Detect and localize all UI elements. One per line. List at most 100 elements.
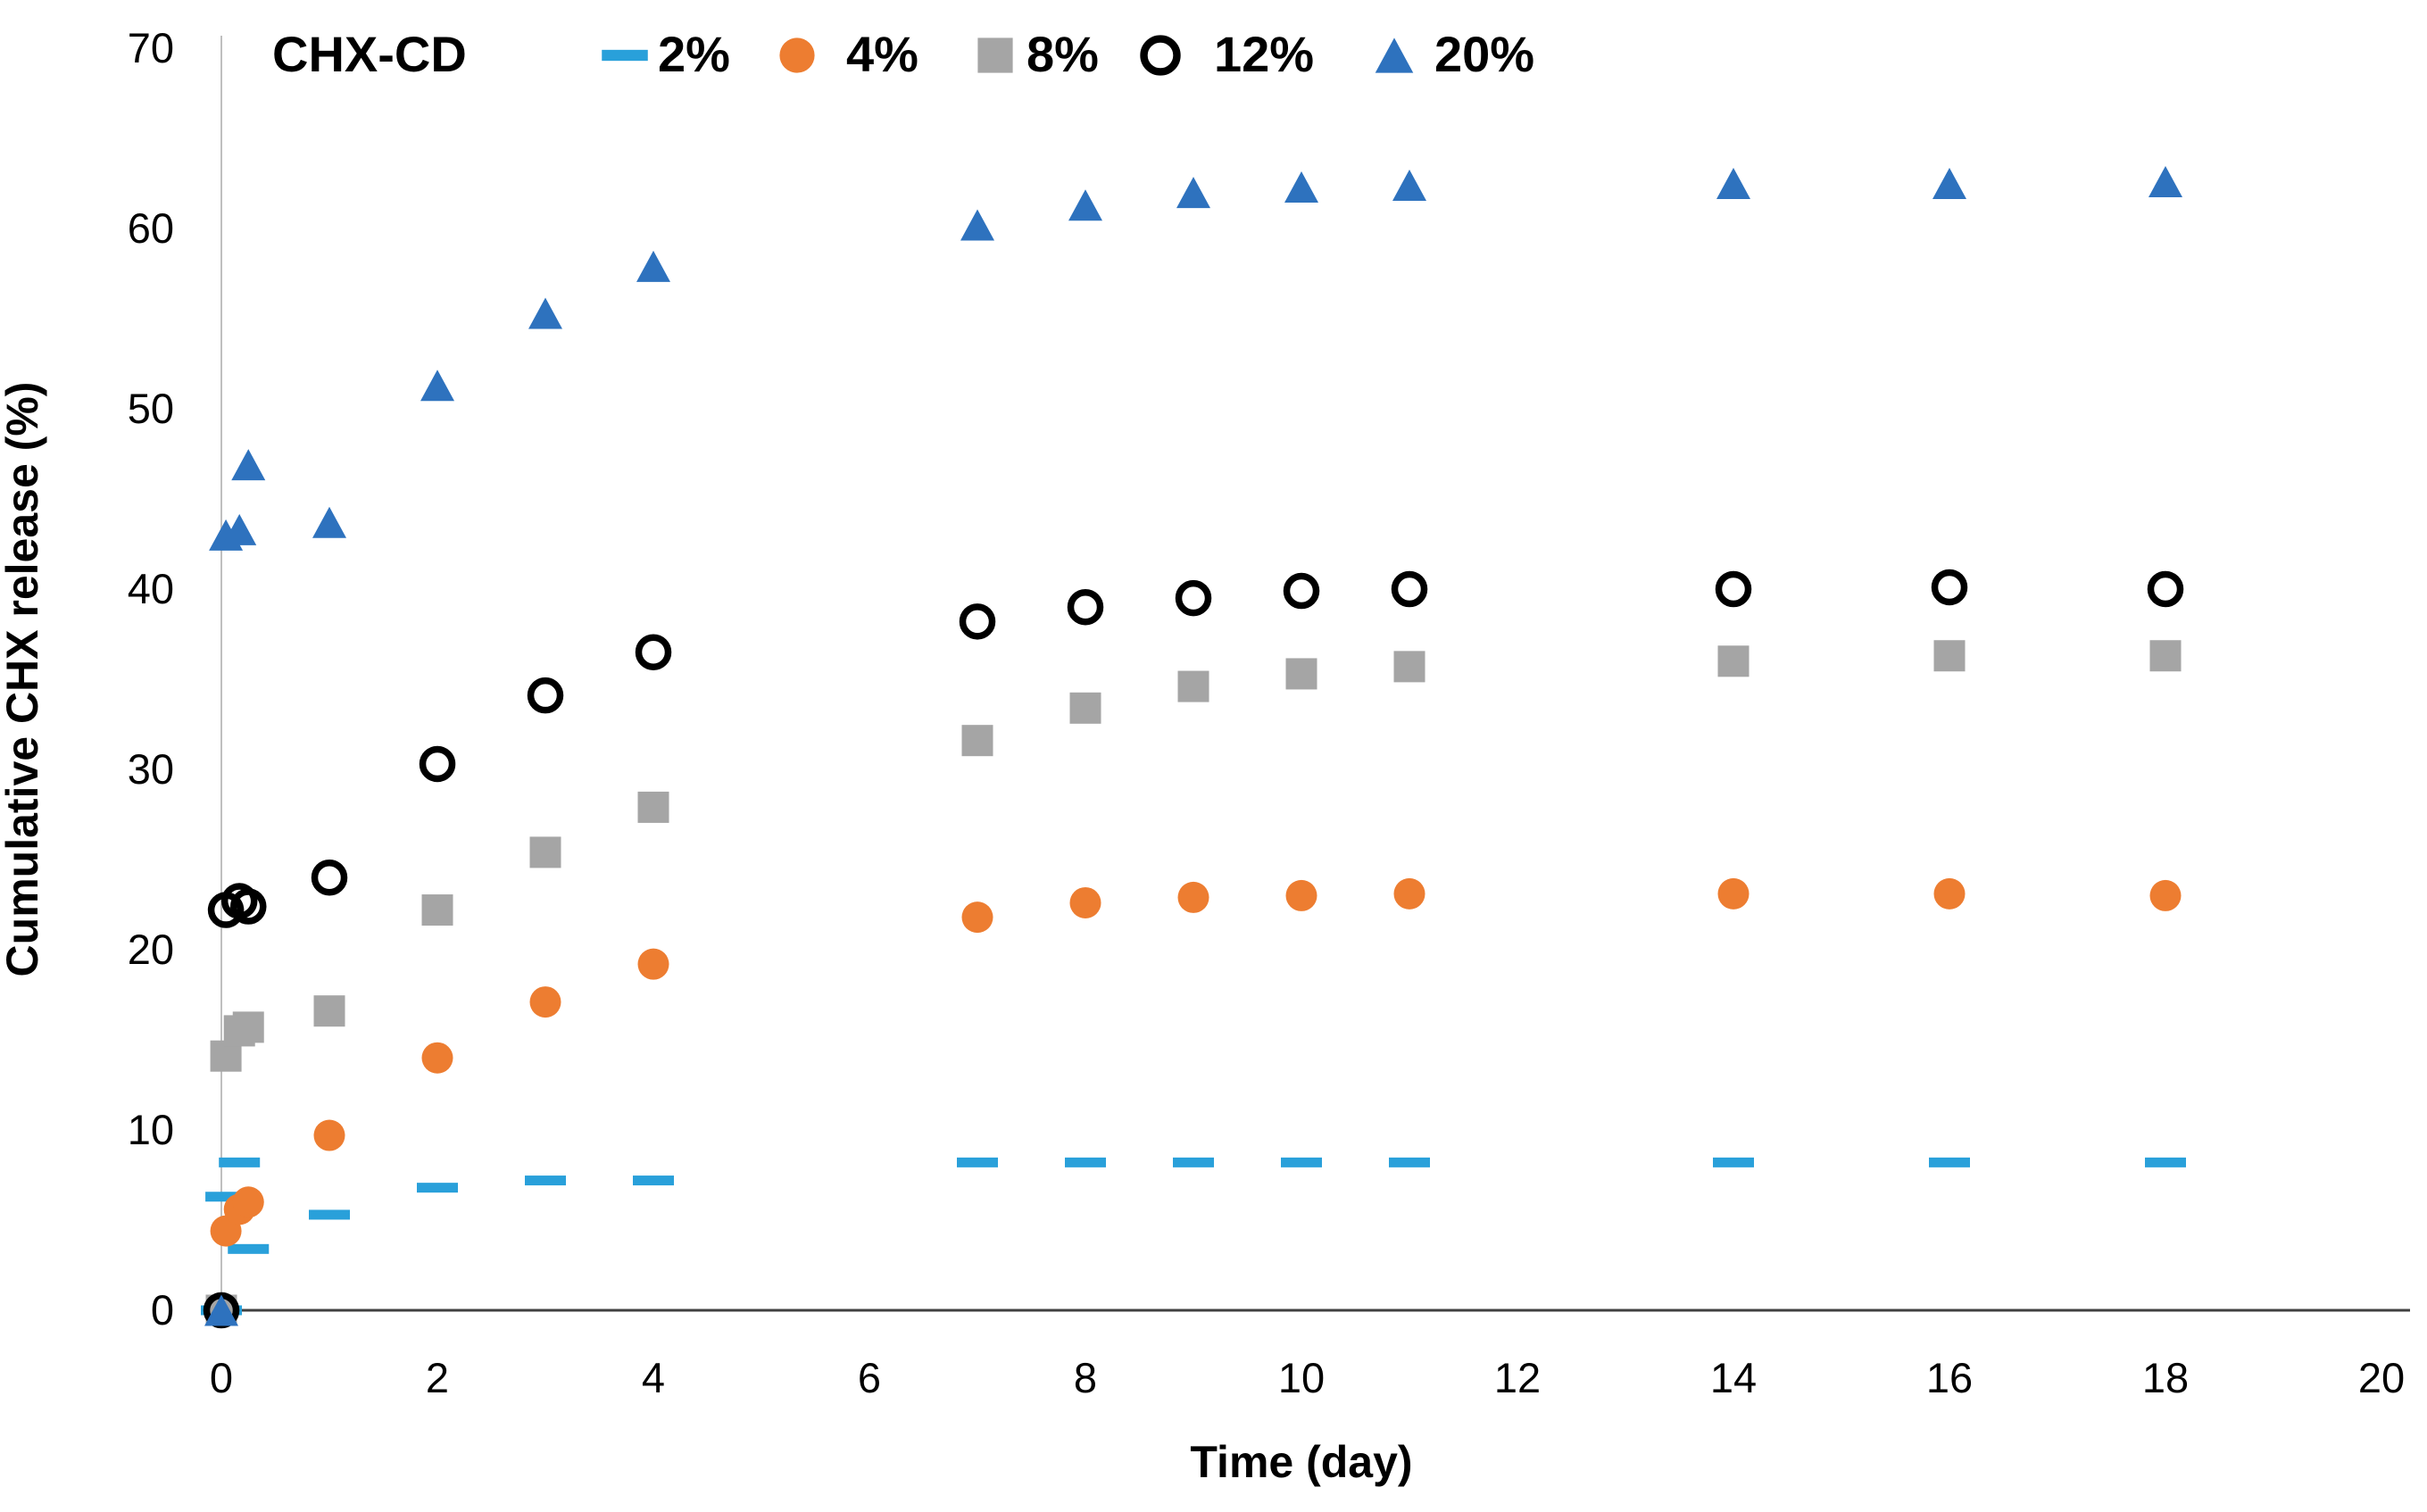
y-tick-label-70: 70 xyxy=(128,24,174,71)
data-point-2%-day16 xyxy=(1929,1157,1970,1167)
data-point-8%-day16 xyxy=(1933,640,1966,672)
series-2% xyxy=(201,1157,2186,1316)
x-tick-label-20: 20 xyxy=(2358,1354,2405,1401)
data-point-2%-day8 xyxy=(1065,1157,1106,1167)
x-tick-label-14: 14 xyxy=(1710,1354,1757,1401)
data-point-12%-day2 xyxy=(419,745,456,783)
y-tick-label-20: 20 xyxy=(128,926,174,973)
legend-item-2%: 2% xyxy=(602,26,730,82)
data-point-12%-day3 xyxy=(527,677,564,714)
data-point-20%-day1 xyxy=(312,506,346,538)
data-point-20%-day9 xyxy=(1176,177,1210,209)
legend-title: CHX-CD xyxy=(272,26,467,82)
legend-marker-open-circle xyxy=(1140,35,1181,76)
legend-marker-square xyxy=(977,37,1013,73)
data-point-8%-day1 xyxy=(313,995,345,1027)
y-tick-label-30: 30 xyxy=(128,745,174,793)
y-axis-title: Cumulative CHX release (%) xyxy=(0,382,47,977)
x-tick-label-6: 6 xyxy=(858,1354,881,1401)
series-8% xyxy=(205,640,2182,1326)
data-point-20%-day2 xyxy=(420,370,454,402)
data-point-20%-day0.167 xyxy=(222,513,257,545)
y-tick-label-0: 0 xyxy=(151,1286,174,1333)
legend-item-4%: 4% xyxy=(779,26,918,82)
x-tick-label-2: 2 xyxy=(426,1354,449,1401)
data-point-2%-day9 xyxy=(1173,1157,1214,1167)
data-point-20%-day4 xyxy=(636,250,670,282)
data-point-2%-day3 xyxy=(525,1176,566,1186)
data-point-20%-day3 xyxy=(528,297,562,329)
data-point-12%-day16 xyxy=(1931,569,1968,606)
data-point-12%-day9 xyxy=(1175,579,1212,617)
data-point-20%-day0 xyxy=(204,1294,238,1326)
data-point-12%-day0.25 xyxy=(230,888,267,925)
data-point-20%-day14 xyxy=(1716,168,1750,199)
data-point-12%-day4 xyxy=(635,634,672,670)
data-point-4%-day1 xyxy=(313,1119,345,1151)
data-point-20%-day10 xyxy=(1284,171,1318,204)
data-point-8%-day9 xyxy=(1177,670,1209,702)
data-point-4%-day7 xyxy=(961,901,993,934)
data-point-8%-day4 xyxy=(637,791,669,823)
data-point-4%-day14 xyxy=(1717,877,1750,910)
data-point-12%-day11 xyxy=(1391,570,1428,608)
x-tick-label-4: 4 xyxy=(642,1354,665,1401)
data-point-2%-day1 xyxy=(309,1209,350,1220)
x-tick-label-18: 18 xyxy=(2142,1354,2189,1401)
data-point-20%-day11 xyxy=(1392,170,1426,202)
data-point-4%-day10 xyxy=(1285,879,1317,911)
data-point-4%-day8 xyxy=(1069,886,1101,918)
series-4% xyxy=(205,877,2182,1326)
legend-marker-circle xyxy=(779,37,815,73)
data-point-12%-day8 xyxy=(1067,588,1104,626)
data-point-2%-day4 xyxy=(633,1176,674,1186)
legend-label-4%: 4% xyxy=(846,26,918,82)
data-point-4%-day9 xyxy=(1177,881,1209,913)
legend-label-8%: 8% xyxy=(1026,26,1099,82)
data-point-8%-day18 xyxy=(2149,640,2182,672)
data-point-12%-day10 xyxy=(1283,572,1320,610)
legend-item-20%: 20% xyxy=(1375,26,1534,82)
data-point-4%-day2 xyxy=(421,1042,453,1074)
data-point-2%-day0.167 xyxy=(219,1157,261,1167)
x-axis-title: Time (day) xyxy=(1190,1437,1412,1487)
data-point-12%-day18 xyxy=(2147,570,2184,608)
data-point-4%-day18 xyxy=(2149,879,2182,911)
data-point-2%-day2 xyxy=(417,1183,458,1193)
data-point-20%-day18 xyxy=(2149,165,2182,197)
legend-marker-dash xyxy=(602,49,648,62)
data-point-4%-day16 xyxy=(1933,877,1966,910)
legend-label-2%: 2% xyxy=(658,26,730,82)
y-tick-label-50: 50 xyxy=(128,385,174,432)
data-point-12%-day1 xyxy=(311,859,348,896)
data-point-8%-day11 xyxy=(1393,651,1425,683)
data-point-12%-day14 xyxy=(1715,570,1752,608)
legend-marker-triangle xyxy=(1375,37,1414,73)
data-point-20%-day0.25 xyxy=(231,449,266,481)
data-point-8%-day0.25 xyxy=(232,1011,264,1043)
data-point-2%-day10 xyxy=(1281,1157,1322,1167)
chart-legend: CHX-CD 2% 4% 8% 12% 20% xyxy=(272,26,1534,82)
data-point-8%-day10 xyxy=(1285,658,1317,690)
legend-item-8%: 8% xyxy=(977,26,1099,82)
data-point-8%-day3 xyxy=(529,836,561,868)
y-axis-tick-labels: 0 10 20 30 40 50 60 70 xyxy=(128,24,174,1333)
data-point-4%-day4 xyxy=(637,948,669,980)
data-point-2%-day0.25 xyxy=(228,1243,270,1254)
x-tick-label-16: 16 xyxy=(1926,1354,1973,1401)
legend-label-20%: 20% xyxy=(1434,26,1534,82)
data-point-2%-day11 xyxy=(1389,1157,1430,1167)
series-20% xyxy=(204,165,2182,1326)
data-point-4%-day3 xyxy=(529,986,561,1018)
legend-label-12%: 12% xyxy=(1214,26,1314,82)
x-tick-label-8: 8 xyxy=(1074,1354,1097,1401)
data-point-2%-day0.042 xyxy=(205,1192,247,1202)
data-point-8%-day7 xyxy=(961,725,993,757)
data-point-2%-day14 xyxy=(1713,1157,1754,1167)
data-point-4%-day0.25 xyxy=(232,1186,264,1218)
data-point-2%-day7 xyxy=(957,1157,998,1167)
data-point-8%-day8 xyxy=(1069,692,1101,724)
data-point-20%-day7 xyxy=(960,209,994,241)
